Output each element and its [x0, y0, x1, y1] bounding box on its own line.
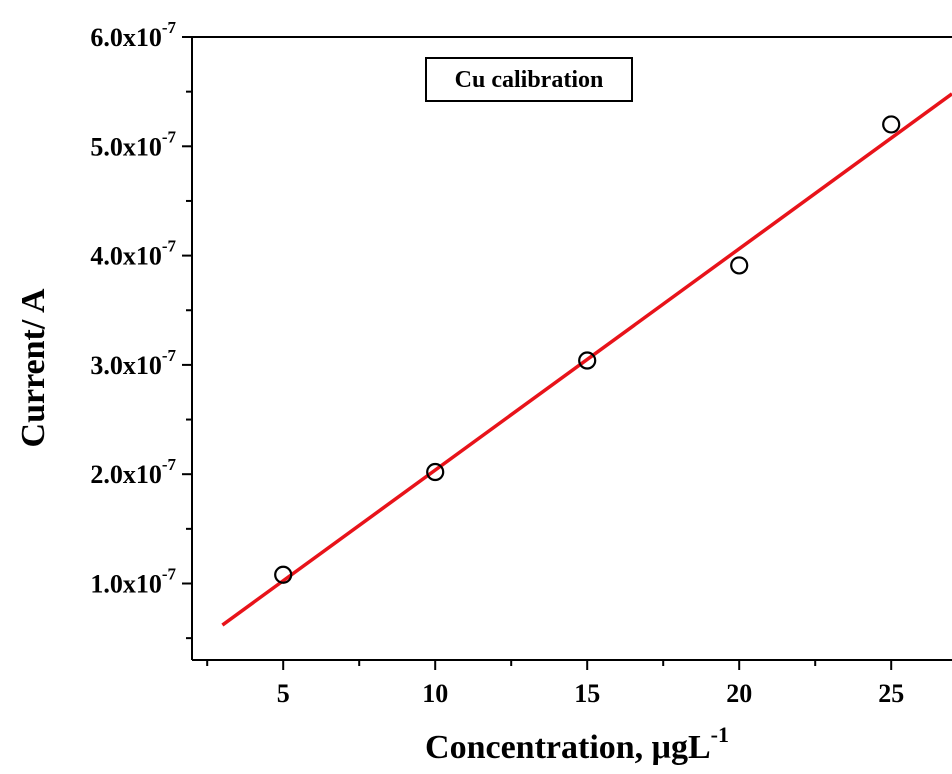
y-tick-exponent: -7: [162, 127, 177, 146]
data-points: [274, 115, 901, 584]
x-axis-title: Concentration, μgL-1: [425, 722, 729, 766]
y-tick-label: 3.0x10-7: [90, 346, 176, 380]
x-tick-label: 20: [726, 679, 752, 708]
x-tick-label: 15: [574, 679, 600, 708]
y-tick-label: 6.0x10-7: [90, 18, 176, 52]
x-tick-label: 25: [878, 679, 904, 708]
axes: [182, 36, 952, 670]
y-tick-mantissa: 1.0x10: [90, 569, 162, 598]
x-tick-label: 10: [422, 679, 448, 708]
legend-box: [425, 57, 633, 102]
tick-labels: 5 10 15 20 251.0x10-72.0x10-73.0x10-74.0x10-…: [90, 18, 904, 708]
fit-line-group: [221, 92, 952, 627]
y-tick-mantissa: 5.0x10: [90, 132, 162, 161]
y-tick-label: 5.0x10-7: [90, 127, 176, 161]
y-tick-mantissa: 2.0x10: [90, 460, 162, 489]
fit-line: [221, 92, 952, 627]
y-tick-mantissa: 3.0x10: [90, 351, 162, 380]
data-point: [274, 565, 293, 584]
data-point: [882, 115, 901, 134]
y-tick-exponent: -7: [162, 18, 177, 37]
y-tick-exponent: -7: [162, 455, 177, 474]
y-tick-label: 4.0x10-7: [90, 237, 176, 271]
y-axis-title: Current/ A: [15, 288, 52, 447]
y-tick-exponent: -7: [162, 237, 177, 256]
x-axis-title-text: Concentration, μgL: [425, 729, 711, 766]
legend: Cu calibration: [425, 57, 633, 102]
y-tick-mantissa: 4.0x10: [90, 242, 162, 271]
y-tick-exponent: -7: [162, 346, 177, 365]
x-tick-label: 5: [277, 679, 290, 708]
x-axis-title-exponent: -1: [711, 722, 729, 747]
y-tick-label: 1.0x10-7: [90, 564, 176, 598]
data-point: [426, 462, 445, 482]
data-point: [578, 351, 597, 370]
y-tick-mantissa: 6.0x10: [90, 23, 162, 52]
y-tick-exponent: -7: [162, 564, 177, 583]
data-point: [730, 256, 749, 275]
legend-label: Cu calibration: [455, 67, 604, 93]
y-tick-label: 2.0x10-7: [90, 455, 176, 489]
